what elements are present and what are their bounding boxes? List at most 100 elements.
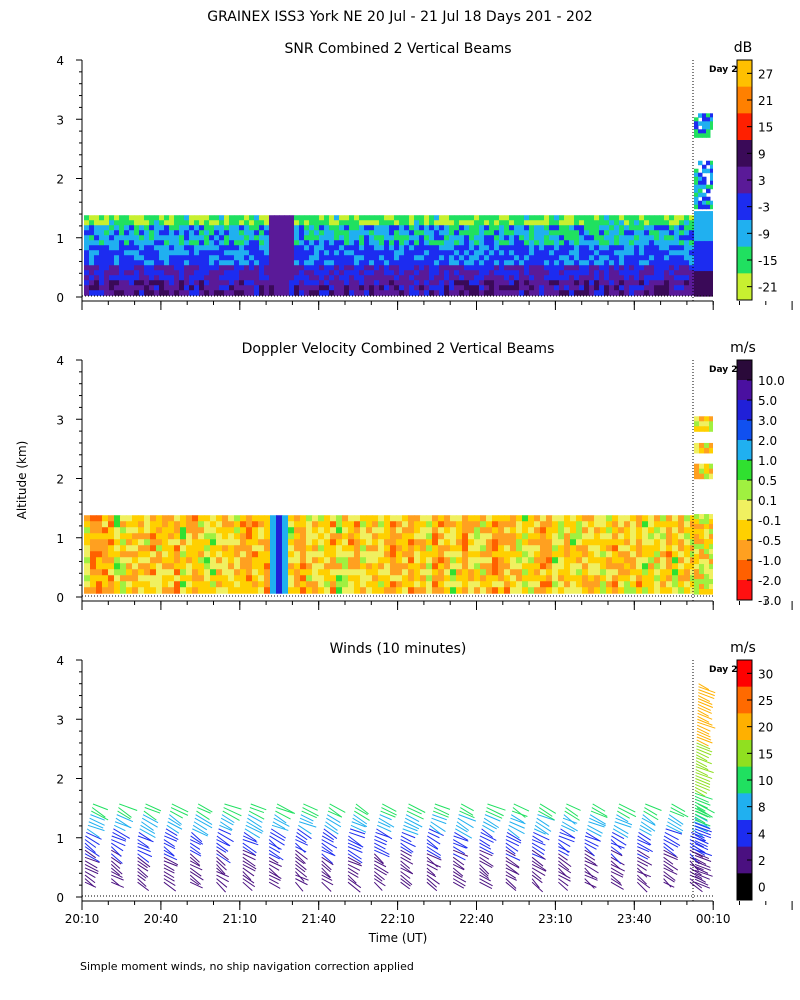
snr-cell	[564, 265, 570, 271]
wind-barb	[216, 878, 228, 888]
velocity-cell	[474, 539, 481, 546]
velocity-cell	[704, 579, 710, 585]
wind-barb	[321, 881, 332, 892]
wind-barb	[479, 853, 490, 860]
velocity-cell	[630, 551, 637, 558]
velocity-cell	[709, 524, 713, 530]
snr-cell	[324, 285, 330, 291]
snr-cell	[364, 245, 370, 251]
snr-cell	[149, 280, 155, 286]
velocity-cell	[558, 533, 565, 540]
velocity-cell	[516, 533, 523, 540]
snr-cell	[449, 280, 455, 286]
snr-cell	[359, 290, 365, 296]
velocity-cell	[204, 581, 211, 588]
snr-cell	[539, 290, 545, 296]
snr-cell	[279, 255, 285, 261]
velocity-cell	[492, 563, 499, 570]
snr-cell	[474, 220, 480, 226]
snr-cell	[354, 215, 360, 221]
colorbar-segment	[737, 520, 752, 541]
velocity-cell	[180, 581, 187, 588]
x-tick-label: 22:10	[380, 912, 415, 926]
snr-cell	[589, 240, 595, 246]
snr-cell	[419, 285, 425, 291]
snr-cell	[489, 275, 495, 281]
snr-cell	[359, 285, 365, 291]
snr-cell	[439, 215, 445, 221]
velocity-cell	[198, 521, 205, 528]
wind-barb	[321, 856, 334, 866]
velocity-cell	[468, 527, 475, 534]
snr-cell	[706, 125, 711, 130]
snr-cell	[224, 245, 230, 251]
velocity-cell	[294, 569, 301, 576]
velocity-cell	[294, 563, 301, 570]
snr-cell	[459, 245, 465, 251]
snr-cell	[144, 285, 150, 291]
velocity-cell	[540, 557, 547, 564]
snr-cell	[84, 230, 90, 236]
velocity-cell	[699, 463, 705, 470]
wind-barb	[427, 835, 441, 845]
snr-cell	[654, 250, 660, 256]
snr-cell	[704, 261, 710, 267]
snr-cell	[99, 265, 105, 271]
wind-barb	[486, 807, 504, 817]
velocity-cell	[186, 515, 193, 522]
wind-barb	[197, 803, 213, 813]
velocity-cell	[456, 533, 463, 540]
snr-cell	[534, 260, 540, 266]
snr-cell	[544, 285, 550, 291]
snr-cell	[279, 260, 285, 266]
wind-barb	[84, 839, 97, 848]
velocity-cell	[312, 587, 319, 594]
snr-cell	[674, 215, 680, 221]
velocity-cell	[198, 551, 205, 558]
snr-cell	[129, 235, 135, 241]
snr-cell	[634, 290, 640, 296]
wind-barb	[296, 832, 308, 841]
snr-cell	[639, 220, 645, 226]
snr-cell	[684, 285, 690, 291]
snr-cell	[219, 265, 225, 271]
snr-cell	[199, 235, 205, 241]
snr-cell	[354, 225, 360, 231]
snr-cell	[614, 275, 620, 281]
snr-cell	[274, 275, 280, 281]
snr-cell	[634, 235, 640, 241]
snr-cell	[454, 270, 460, 276]
snr-cell	[694, 231, 700, 237]
wind-barb	[584, 878, 595, 889]
snr-cell	[164, 235, 170, 241]
velocity-cell	[174, 569, 181, 576]
velocity-cell	[144, 569, 151, 576]
velocity-cell	[486, 515, 493, 522]
snr-cell	[584, 230, 590, 236]
snr-cell	[274, 270, 280, 276]
velocity-cell	[270, 527, 277, 534]
wind-barb	[453, 849, 469, 857]
snr-cell	[109, 260, 115, 266]
snr-cell	[669, 225, 675, 231]
velocity-cell	[378, 551, 385, 558]
velocity-cell	[606, 587, 613, 594]
snr-cell	[544, 225, 550, 231]
velocity-cell	[102, 581, 109, 588]
snr-cell	[409, 225, 415, 231]
velocity-cell	[408, 533, 415, 540]
snr-cell	[309, 290, 315, 296]
velocity-cell	[558, 551, 565, 558]
snr-cell	[559, 220, 565, 226]
snr-cell	[144, 250, 150, 256]
snr-cell	[539, 215, 545, 221]
wind-barb	[696, 730, 711, 738]
snr-cell	[329, 290, 335, 296]
velocity-cell	[690, 515, 697, 522]
velocity-cell	[396, 551, 403, 558]
snr-cell	[514, 275, 520, 281]
snr-cell	[694, 129, 699, 134]
velocity-cell	[694, 463, 700, 470]
velocity-cell	[216, 563, 223, 570]
velocity-cell	[704, 463, 710, 470]
